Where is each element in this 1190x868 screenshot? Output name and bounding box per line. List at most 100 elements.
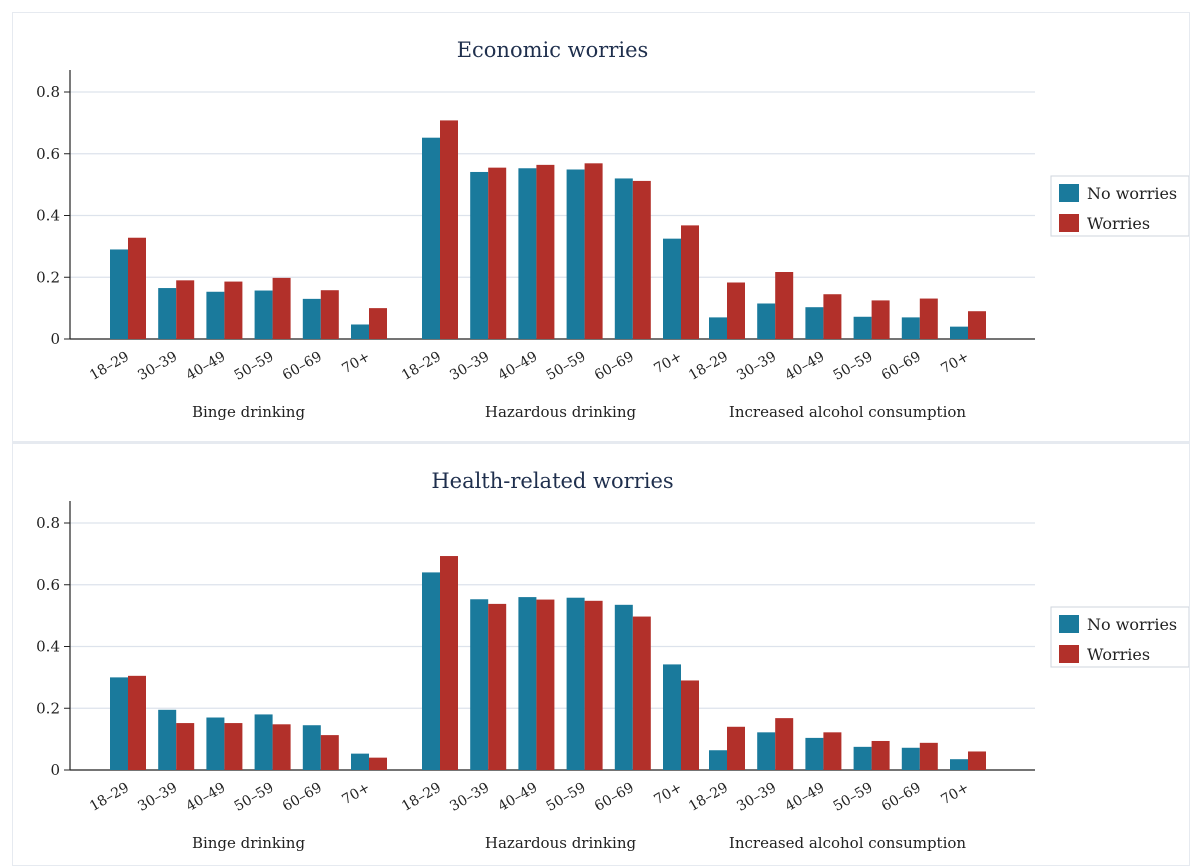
bar-no-worries (805, 737, 824, 770)
y-tick-label: 0.2 (36, 699, 60, 717)
x-tick-label: 50–59 (831, 349, 876, 384)
x-tick-label: 50–59 (232, 349, 277, 384)
bar-worries (536, 599, 555, 770)
y-tick-label: 0.4 (36, 207, 60, 225)
x-tick-label: 40–49 (782, 780, 827, 815)
group-label: Increased alcohol consumption (729, 403, 966, 421)
bar-no-worries (518, 168, 537, 339)
bar-worries (681, 225, 699, 339)
bar-no-worries (950, 759, 968, 770)
bar-no-worries (351, 324, 369, 339)
x-tick-label: 18–29 (399, 349, 444, 384)
bar-no-worries (422, 137, 440, 339)
bar-no-worries (901, 317, 920, 339)
bar-worries (632, 180, 651, 339)
x-tick-label: 30–39 (135, 780, 180, 815)
group-label: Binge drinking (192, 834, 306, 852)
bar-worries (632, 616, 651, 770)
y-tick-label: 0 (50, 330, 60, 348)
x-tick-label: 60–69 (879, 349, 924, 384)
group-label: Hazardous drinking (485, 834, 637, 852)
x-tick-label: 70+ (651, 780, 685, 809)
x-tick-label: 60–69 (280, 349, 325, 384)
bar-worries (919, 298, 938, 339)
bar-worries (968, 311, 986, 339)
x-tick-label: 70+ (651, 349, 685, 378)
bar-worries (128, 675, 146, 770)
bar-no-worries (110, 677, 128, 770)
legend-label: Worries (1087, 214, 1150, 233)
legend-swatch (1059, 214, 1079, 232)
x-tick-label: 70+ (938, 349, 972, 378)
bar-no-worries (853, 746, 872, 770)
bar-worries (488, 167, 507, 339)
y-tick-label: 0.6 (36, 576, 60, 594)
x-tick-label: 18–29 (87, 349, 132, 384)
x-tick-label: 60–69 (280, 780, 325, 815)
x-tick-label: 70+ (938, 780, 972, 809)
x-tick-label: 60–69 (592, 780, 637, 815)
bar-worries (272, 724, 291, 770)
y-tick-label: 0.4 (36, 638, 60, 656)
legend-label: Worries (1087, 645, 1150, 664)
bar-worries (224, 281, 243, 339)
bar-worries (727, 726, 745, 770)
legend-swatch (1059, 645, 1079, 663)
group-label: Binge drinking (192, 403, 306, 421)
x-tick-label: 50–59 (544, 780, 589, 815)
bar-no-worries (709, 750, 727, 770)
x-tick-label: 50–59 (831, 780, 876, 815)
x-tick-label: 60–69 (879, 780, 924, 815)
bar-no-worries (566, 597, 585, 770)
x-tick-label: 40–49 (183, 780, 228, 815)
bar-no-worries (254, 714, 273, 770)
bar-no-worries (158, 709, 177, 770)
bar-worries (584, 600, 603, 770)
x-tick-label: 18–29 (87, 780, 132, 815)
legend: No worries Worries (1050, 606, 1190, 668)
x-tick-label: 40–49 (495, 780, 540, 815)
bar-no-worries (470, 171, 489, 339)
legend-swatch (1059, 184, 1079, 202)
x-tick-label: 50–59 (544, 349, 589, 384)
x-tick-label: 30–39 (447, 349, 492, 384)
bar-worries (823, 732, 842, 770)
y-tick-label: 0.8 (36, 514, 60, 532)
x-tick-label: 18–29 (399, 780, 444, 815)
x-tick-label: 70+ (339, 349, 373, 378)
health-worries-chart: Health-related worries 0 0.2 0.4 0.6 0.8 18–29… (36, 469, 1190, 852)
bar-no-worries (614, 604, 633, 770)
chart-title: Health-related worries (431, 469, 673, 493)
bar-worries (320, 735, 339, 770)
bar-worries (727, 282, 745, 339)
y-tick-label: 0.8 (36, 83, 60, 101)
bar-no-worries (663, 664, 681, 770)
bar-no-worries (302, 298, 321, 339)
y-tick-label: 0.2 (36, 268, 60, 286)
x-tick-label: 50–59 (232, 780, 277, 815)
x-tick-label: 40–49 (782, 349, 827, 384)
bar-worries (369, 757, 387, 770)
bar-worries (440, 556, 458, 770)
bar-worries (775, 272, 794, 339)
y-tick-label: 0.6 (36, 145, 60, 163)
bar-worries (440, 120, 458, 339)
bar-no-worries (663, 238, 681, 339)
bar-worries (128, 237, 146, 339)
legend-label: No worries (1087, 184, 1177, 203)
group-label: Increased alcohol consumption (729, 834, 966, 852)
bar-no-worries (805, 307, 824, 339)
bar-worries (272, 277, 291, 339)
x-tick-label: 30–39 (447, 780, 492, 815)
bar-no-worries (518, 597, 537, 770)
bar-worries (871, 300, 890, 339)
bar-no-worries (709, 317, 727, 339)
bar-worries (775, 718, 794, 770)
bar-worries (536, 164, 555, 339)
bar-no-worries (422, 572, 440, 770)
legend-label: No worries (1087, 615, 1177, 634)
legend-swatch (1059, 615, 1079, 633)
bar-no-worries (254, 290, 273, 339)
legend: No worries Worries (1050, 175, 1190, 237)
